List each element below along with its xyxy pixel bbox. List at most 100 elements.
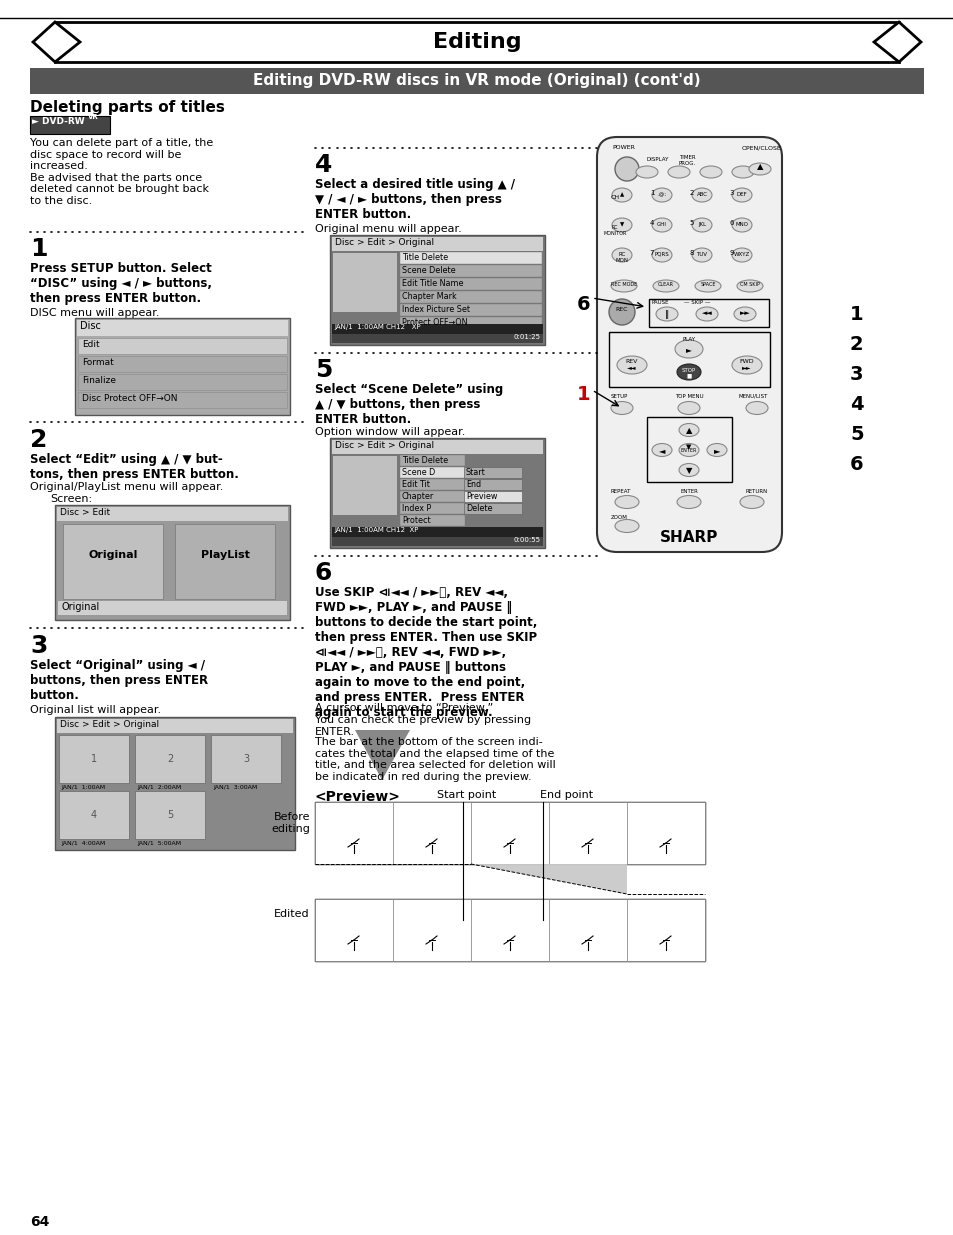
Text: JAN/1  1:00AM: JAN/1 1:00AM bbox=[61, 785, 105, 790]
Text: JAN/1  1:00AM CH12  XP: JAN/1 1:00AM CH12 XP bbox=[334, 527, 418, 534]
Text: ▲: ▲ bbox=[685, 426, 692, 435]
Text: Editing DVD-RW discs in VR mode (Original) (cont'd): Editing DVD-RW discs in VR mode (Origina… bbox=[253, 74, 700, 89]
Text: 2: 2 bbox=[849, 335, 862, 354]
Bar bbox=[332, 237, 542, 251]
Text: PLAY: PLAY bbox=[681, 337, 695, 342]
Text: 6: 6 bbox=[576, 295, 589, 314]
Text: VR: VR bbox=[88, 114, 99, 120]
Text: CM SKIP: CM SKIP bbox=[740, 282, 760, 287]
Text: Disc > Edit > Original: Disc > Edit > Original bbox=[335, 238, 434, 247]
Bar bbox=[332, 527, 542, 537]
Bar bbox=[332, 537, 542, 546]
Bar bbox=[58, 601, 287, 615]
Ellipse shape bbox=[737, 280, 762, 291]
Text: REC MODE: REC MODE bbox=[610, 282, 637, 287]
Text: JAN/1  2:00AM: JAN/1 2:00AM bbox=[137, 785, 181, 790]
Bar bbox=[626, 899, 704, 961]
Text: MNO: MNO bbox=[735, 222, 748, 227]
Text: ‖: ‖ bbox=[664, 310, 668, 319]
Text: Disc > Edit > Original: Disc > Edit > Original bbox=[60, 720, 159, 729]
Text: 4: 4 bbox=[314, 153, 332, 177]
Text: Screen:: Screen: bbox=[50, 494, 92, 504]
Bar bbox=[332, 454, 396, 515]
Text: <Preview>: <Preview> bbox=[314, 790, 400, 804]
Ellipse shape bbox=[695, 280, 720, 291]
Ellipse shape bbox=[612, 248, 631, 262]
Ellipse shape bbox=[731, 219, 751, 232]
Text: JAN/1  1:00AM CH12   XP: JAN/1 1:00AM CH12 XP bbox=[334, 324, 420, 330]
Text: Original menu will appear.: Original menu will appear. bbox=[314, 224, 461, 233]
Bar bbox=[314, 802, 704, 864]
Text: 0:00:55: 0:00:55 bbox=[514, 537, 540, 543]
Text: 2: 2 bbox=[167, 755, 172, 764]
Text: FWD
►►: FWD ►► bbox=[739, 359, 754, 369]
Text: RETURN: RETURN bbox=[745, 489, 767, 494]
Ellipse shape bbox=[652, 280, 679, 291]
Ellipse shape bbox=[651, 248, 671, 262]
Text: Before
editing: Before editing bbox=[271, 811, 310, 834]
Text: 5: 5 bbox=[314, 358, 332, 382]
Bar bbox=[332, 333, 542, 343]
Text: Title Delete: Title Delete bbox=[401, 253, 448, 262]
Bar bbox=[55, 718, 294, 850]
Text: You can delete part of a title, the
disc space to record will be
increased.
Be a: You can delete part of a title, the disc… bbox=[30, 138, 213, 206]
Text: 3: 3 bbox=[729, 190, 734, 196]
Bar bbox=[135, 790, 205, 839]
Text: RC
MONITOR: RC MONITOR bbox=[602, 225, 626, 236]
Ellipse shape bbox=[615, 520, 639, 532]
Ellipse shape bbox=[691, 248, 711, 262]
Text: MENU/LIST: MENU/LIST bbox=[738, 394, 767, 399]
Text: Scene D: Scene D bbox=[401, 468, 435, 477]
Bar bbox=[548, 802, 626, 864]
Ellipse shape bbox=[731, 165, 753, 178]
Ellipse shape bbox=[700, 165, 721, 178]
Bar bbox=[332, 324, 542, 333]
Text: Edit Title Name: Edit Title Name bbox=[401, 279, 463, 288]
Ellipse shape bbox=[617, 356, 646, 374]
Bar bbox=[399, 503, 464, 514]
Bar bbox=[463, 492, 521, 501]
Bar bbox=[75, 317, 290, 415]
Text: ►: ► bbox=[713, 446, 720, 454]
Bar bbox=[399, 278, 541, 290]
Text: JKL: JKL bbox=[698, 222, 705, 227]
Bar bbox=[57, 508, 288, 521]
Text: 9: 9 bbox=[729, 249, 734, 256]
Text: JAN/1  4:00AM: JAN/1 4:00AM bbox=[61, 841, 105, 846]
Ellipse shape bbox=[733, 308, 755, 321]
Text: Disc Protect OFF→ON: Disc Protect OFF→ON bbox=[82, 394, 177, 403]
Ellipse shape bbox=[679, 443, 699, 457]
Bar bbox=[55, 505, 290, 620]
Text: PQRS: PQRS bbox=[654, 252, 669, 257]
Bar bbox=[646, 417, 731, 482]
Text: SHARP: SHARP bbox=[659, 530, 718, 545]
Bar bbox=[393, 899, 471, 961]
Text: Chapter Mark: Chapter Mark bbox=[401, 291, 456, 301]
Text: Edited: Edited bbox=[274, 909, 310, 919]
Ellipse shape bbox=[731, 356, 761, 374]
Polygon shape bbox=[33, 22, 80, 62]
Text: 6: 6 bbox=[729, 220, 734, 226]
Polygon shape bbox=[471, 864, 626, 894]
Bar bbox=[55, 22, 898, 62]
Text: ► DVD-RW: ► DVD-RW bbox=[32, 117, 85, 126]
Text: 5: 5 bbox=[167, 810, 172, 820]
Text: Start: Start bbox=[465, 468, 485, 477]
Ellipse shape bbox=[636, 165, 658, 178]
Ellipse shape bbox=[748, 163, 770, 175]
Text: 1: 1 bbox=[30, 237, 48, 261]
Bar bbox=[57, 719, 293, 734]
Text: Disc > Edit > Original: Disc > Edit > Original bbox=[335, 441, 434, 450]
Text: Index P: Index P bbox=[401, 504, 431, 513]
Ellipse shape bbox=[740, 495, 763, 509]
Ellipse shape bbox=[696, 308, 718, 321]
Bar bbox=[399, 479, 464, 490]
Circle shape bbox=[608, 299, 635, 325]
Text: REPEAT: REPEAT bbox=[610, 489, 631, 494]
Text: JAN/1  5:00AM: JAN/1 5:00AM bbox=[137, 841, 181, 846]
Bar bbox=[548, 899, 626, 961]
Bar bbox=[77, 320, 288, 336]
Ellipse shape bbox=[706, 443, 726, 457]
Text: GHI: GHI bbox=[657, 222, 666, 227]
Bar bbox=[78, 374, 287, 390]
